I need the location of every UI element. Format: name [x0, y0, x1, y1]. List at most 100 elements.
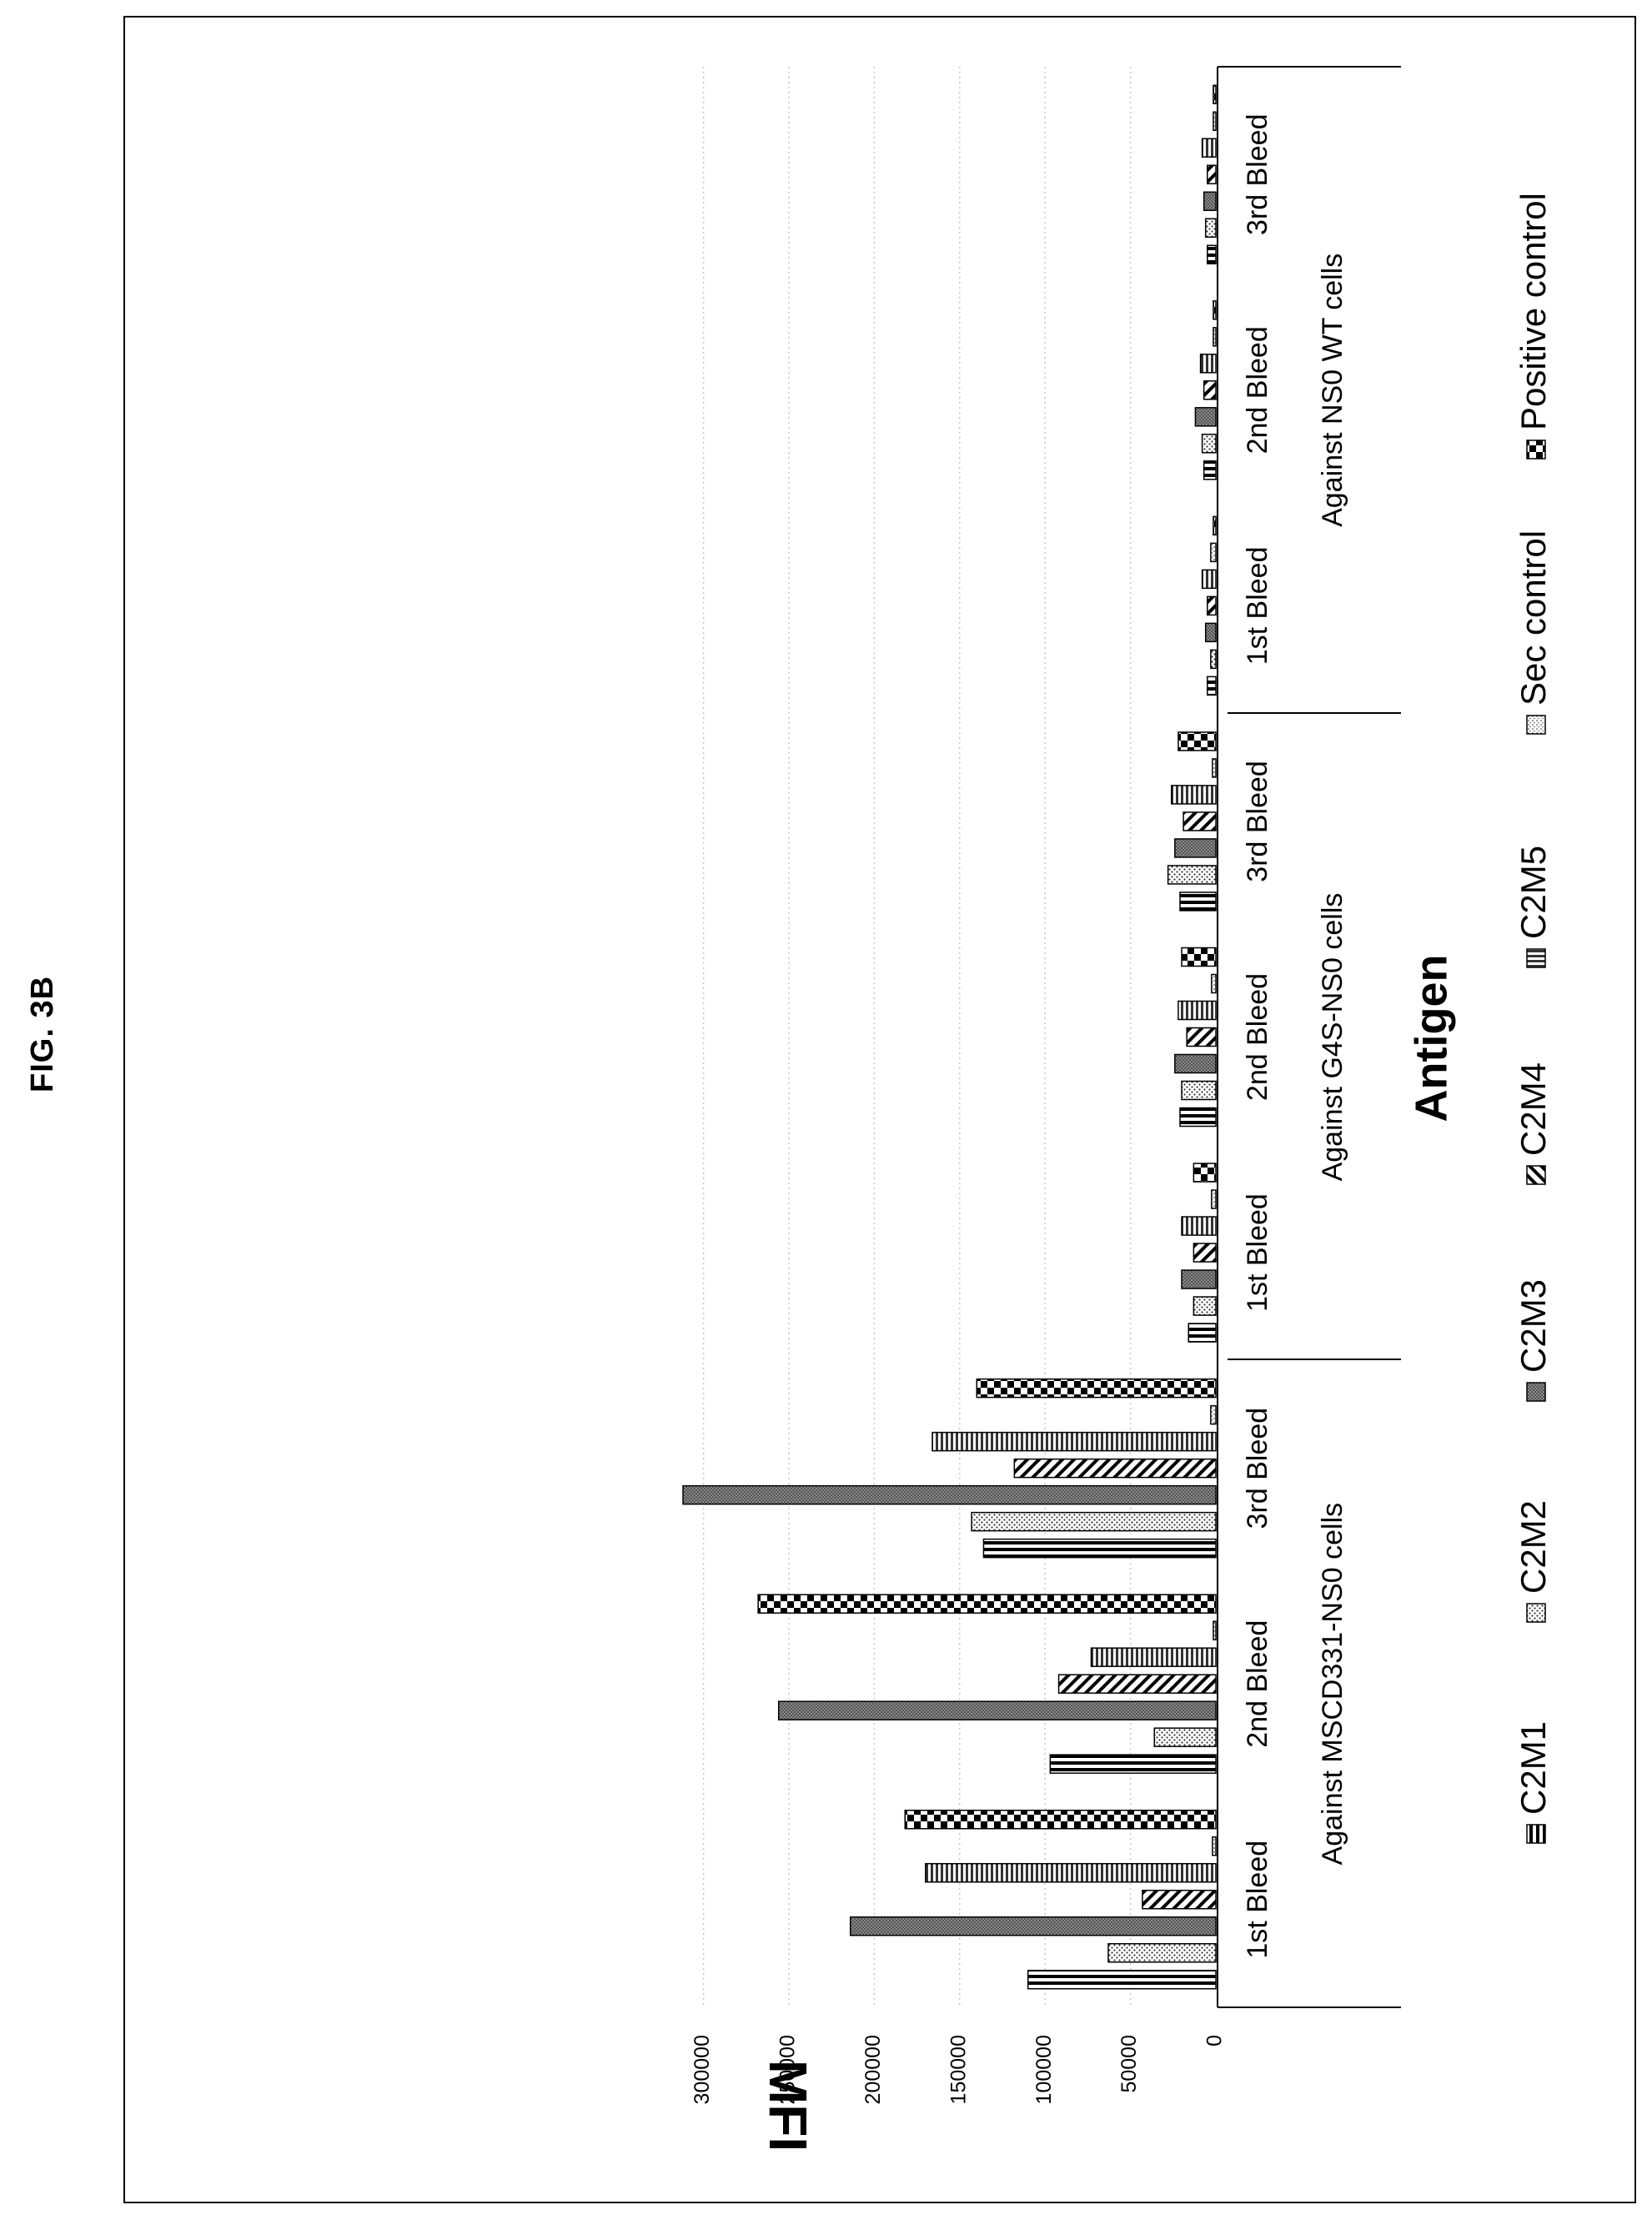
bar-positive-control	[904, 1809, 1217, 1830]
bar-sec-control	[1211, 1189, 1217, 1209]
bar-c2m5	[1181, 1216, 1217, 1236]
bar-c2m2	[1167, 865, 1217, 885]
y-tick-label: 300000	[690, 2035, 714, 2104]
legend-swatch	[1526, 439, 1546, 460]
bar-c2m3	[682, 1484, 1217, 1505]
legend-label: C2M3	[1514, 1279, 1553, 1373]
category-label: 1st Bleed	[1242, 547, 1273, 665]
category-label: 1st Bleed	[1242, 1193, 1273, 1312]
bar-c2m5	[1201, 569, 1217, 590]
category-label: 2nd Bleed	[1242, 326, 1273, 454]
category-label: 2nd Bleed	[1242, 973, 1273, 1101]
y-tick-label: 0	[1203, 2035, 1227, 2047]
bar-c2m4	[1207, 164, 1217, 185]
bar-c2m4	[1142, 1889, 1217, 1910]
legend-label: C2M5	[1514, 846, 1553, 939]
bar-sec-control	[1212, 758, 1217, 778]
legend-item: Positive control	[1514, 193, 1553, 460]
y-tick-label: 100000	[1032, 2035, 1056, 2104]
legend-label: C2M1	[1514, 1721, 1553, 1815]
category-label: 2nd Bleed	[1242, 1620, 1273, 1748]
bar-c2m4	[1203, 380, 1217, 400]
category-label: 3rd Bleed	[1242, 761, 1273, 882]
bar-c2m2	[1193, 1296, 1217, 1316]
bar-c2m5	[925, 1862, 1217, 1883]
legend-swatch	[1526, 1382, 1546, 1402]
bar-c2m1	[1203, 460, 1217, 480]
x-axis-title: Antigen	[1406, 955, 1456, 1123]
bar-sec-control	[1210, 542, 1217, 563]
y-tick-label: 250000	[776, 2035, 800, 2104]
y-tick-label: 50000	[1117, 2035, 1141, 2093]
bar-c2m5	[1171, 785, 1217, 805]
bar-c2m3	[1194, 407, 1217, 427]
legend-label: C2M2	[1514, 1500, 1553, 1594]
legend-swatch	[1526, 1603, 1546, 1623]
bar-c2m5	[931, 1431, 1217, 1452]
y-tick-label: 200000	[861, 2035, 885, 2104]
bar-c2m3	[1204, 622, 1217, 643]
bar-positive-control	[1213, 84, 1217, 105]
legend-item: Sec control	[1514, 530, 1553, 735]
bar-c2m1	[1207, 676, 1217, 696]
bar-c2m4	[1057, 1674, 1217, 1694]
bar-c2m4	[1183, 811, 1217, 831]
bar-c2m2	[1107, 1942, 1217, 1963]
bar-positive-control	[1177, 731, 1217, 751]
bar-sec-control	[1211, 973, 1217, 994]
legend-label: C2M4	[1514, 1062, 1553, 1156]
y-tick-label: 150000	[947, 2035, 970, 2104]
bar-c2m3	[1174, 838, 1217, 858]
bar-positive-control	[757, 1594, 1217, 1614]
bar-c2m5	[1201, 138, 1217, 158]
bar-c2m2	[1210, 649, 1217, 670]
legend-item: C2M1	[1514, 1721, 1553, 1844]
bar-c2m1	[1179, 1107, 1217, 1128]
bar-sec-control	[1213, 1620, 1217, 1640]
legend-item: C2M5	[1514, 846, 1553, 968]
bar-c2m3	[1181, 1269, 1217, 1289]
category-table	[1218, 66, 1401, 2008]
chart-frame	[123, 16, 1636, 2203]
bar-c2m2	[1204, 218, 1217, 239]
group-label: Against G4S-NS0 cells	[1317, 893, 1348, 1182]
legend-swatch	[1526, 948, 1546, 968]
legend-label: Sec control	[1514, 530, 1553, 706]
bar-c2m2	[1201, 434, 1217, 454]
category-label: 3rd Bleed	[1242, 114, 1273, 236]
bar-c2m3	[1174, 1053, 1217, 1074]
category-label: 3rd Bleed	[1242, 1408, 1273, 1529]
bar-c2m4	[1193, 1243, 1217, 1263]
bar-c2m1	[982, 1538, 1217, 1559]
legend-item: C2M4	[1514, 1062, 1553, 1185]
bar-c2m5	[1177, 1000, 1217, 1021]
bar-c2m4	[1207, 595, 1217, 616]
bar-c2m5	[1090, 1647, 1217, 1667]
bar-c2m2	[1153, 1727, 1217, 1747]
bar-c2m3	[777, 1700, 1217, 1720]
bar-c2m1	[1049, 1754, 1217, 1774]
bar-c2m4	[1186, 1027, 1217, 1047]
bar-positive-control	[1193, 1163, 1217, 1183]
bar-positive-control	[1213, 300, 1217, 320]
category-label: 1st Bleed	[1242, 1841, 1273, 1959]
legend-item: C2M3	[1514, 1279, 1553, 1402]
bar-c2m2	[1181, 1080, 1217, 1101]
legend-swatch	[1526, 1824, 1546, 1844]
bar-positive-control	[976, 1378, 1217, 1399]
group-label: Against MSCD331-NS0 cells	[1317, 1503, 1348, 1866]
bar-c2m3	[1203, 191, 1217, 212]
bar-c2m1	[1188, 1323, 1217, 1343]
bar-positive-control	[1213, 515, 1217, 536]
bar-c2m1	[1207, 244, 1217, 265]
bar-sec-control	[1212, 1836, 1217, 1856]
bar-sec-control	[1213, 111, 1217, 132]
bar-c2m1	[1179, 892, 1217, 912]
bar-sec-control	[1213, 327, 1217, 347]
bar-c2m1	[1027, 1969, 1217, 1990]
legend: C2M1 C2M2 C2M3 C2M4 C2M5 Sec control Positive …	[1514, 193, 1553, 1844]
bar-sec-control	[1210, 1404, 1217, 1425]
bar-c2m4	[1013, 1458, 1217, 1479]
legend-item: C2M2	[1514, 1500, 1553, 1623]
